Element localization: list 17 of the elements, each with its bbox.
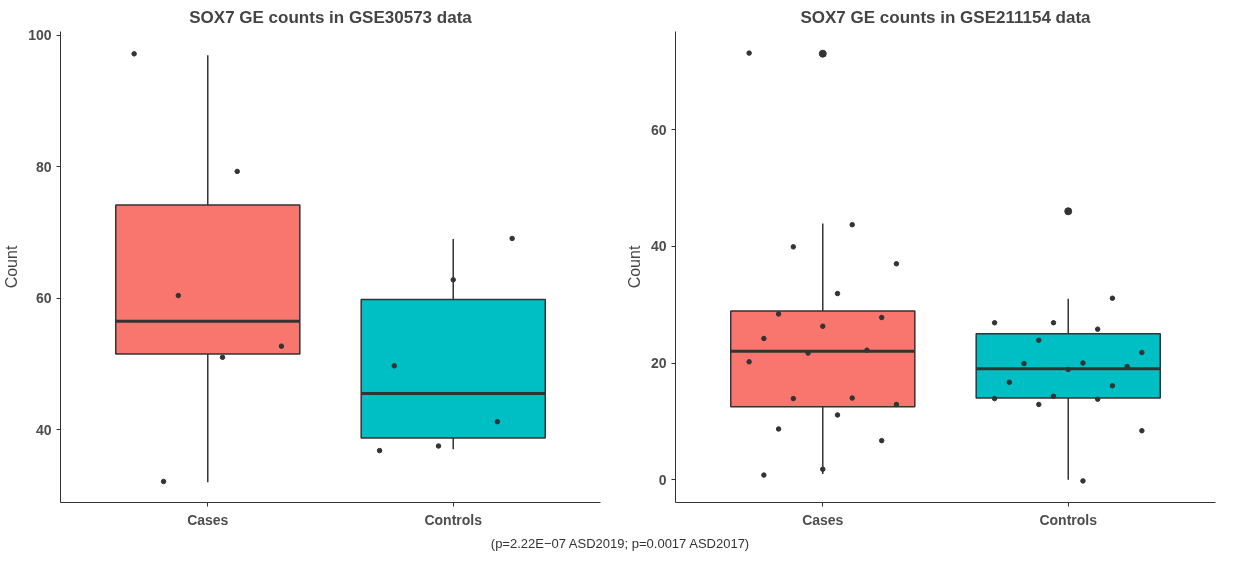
y-axis-title: Count <box>625 245 643 289</box>
y-tick-label: 20 <box>650 355 667 372</box>
x-tick-label: Controls <box>424 511 483 528</box>
y-tick-label: 100 <box>28 27 52 44</box>
y-tick-label: 40 <box>35 421 52 438</box>
y-tick-label: 80 <box>35 158 52 175</box>
text: (p=2.22E−07 ASD2019; p=0.0017 ASD2017) <box>490 535 750 553</box>
y-tick-label: 60 <box>650 121 667 138</box>
x-tick-label: Cases <box>187 511 229 528</box>
y-tick-label: 0 <box>658 471 667 488</box>
y-tick-label: 40 <box>650 238 667 255</box>
chart-title: SOX7 GE counts in GSE30573 data <box>189 7 473 27</box>
x-tick-label: Controls <box>1039 511 1098 528</box>
x-tick-label: Cases <box>802 511 844 528</box>
y-tick-label: 60 <box>35 290 52 307</box>
y-axis-title: Count <box>3 245 21 289</box>
chart-title: SOX7 GE counts in GSE211154 data <box>800 7 1092 27</box>
